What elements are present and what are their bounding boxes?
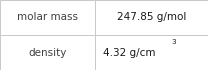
Text: 3: 3 bbox=[172, 39, 176, 45]
Text: molar mass: molar mass bbox=[17, 13, 78, 22]
Text: 247.85 g/mol: 247.85 g/mol bbox=[117, 13, 186, 22]
Text: density: density bbox=[28, 48, 67, 57]
Text: 4.32 g/cm: 4.32 g/cm bbox=[103, 48, 155, 57]
